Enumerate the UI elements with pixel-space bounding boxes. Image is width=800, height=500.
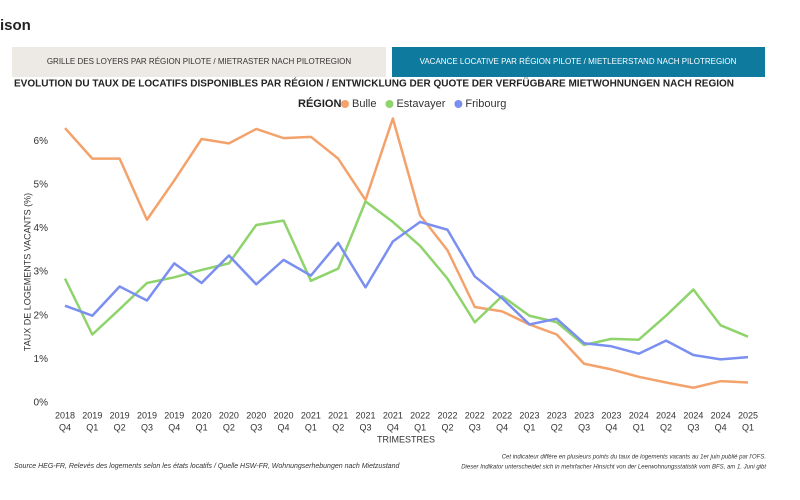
x-tick-label: Q4 [387,422,399,432]
x-tick-label: Q1 [633,422,645,432]
x-tick-label: Q2 [441,422,453,432]
page-title: ison [0,17,31,34]
x-tick-label: 2021 [383,410,403,420]
x-tick-label: Q1 [305,422,317,432]
y-tick-label: 4% [34,223,49,234]
tab-label[interactable]: VACANCE LOCATIVE PAR RÉGION PILOTE / MIE… [420,57,737,66]
x-tick-label: 2023 [574,410,594,420]
series-line [64,220,749,361]
y-tick-label: 6% [34,136,49,147]
legend-marker [341,100,349,108]
legend-title: RÉGION [298,97,341,110]
x-tick-label: 2023 [547,410,567,420]
legend-label: Fribourg [465,98,506,110]
y-axis-label: TAUX DE LOGEMENTS VACANTS (%) [22,193,32,351]
x-tick-label: Q3 [469,422,481,432]
y-tick-label: 1% [34,354,49,365]
x-tick-label: Q2 [660,422,672,432]
x-tick-label: Q4 [605,422,617,432]
y-tick-label: 0% [34,398,49,409]
series-line [64,117,749,389]
x-tick-label: 2021 [356,410,376,420]
x-tick-label: Q3 [687,422,699,432]
x-tick-label: 2022 [410,410,430,420]
y-tick-label: 2% [34,310,49,321]
x-tick-label: Q3 [360,422,372,432]
y-tick-label: 5% [34,179,49,190]
x-tick-label: 2022 [465,410,485,420]
x-tick-label: Q1 [196,422,208,432]
x-tick-label: 2019 [110,410,130,420]
x-tick-label: Q4 [59,422,71,432]
x-tick-label: 2024 [711,410,731,420]
x-tick-label: Q2 [332,422,344,432]
x-tick-label: 2020 [219,410,239,420]
x-tick-label: 2025 [738,410,758,420]
x-tick-label: Q2 [114,422,126,432]
x-tick-label: 2024 [629,410,649,420]
x-tick-label: 2024 [656,410,676,420]
x-tick-label: 2019 [164,410,184,420]
x-tick-label: Q4 [278,422,290,432]
x-tick-label: Q4 [715,422,727,432]
x-tick-label: 2018 [55,410,75,420]
x-tick-label: 2020 [192,410,212,420]
chart-title: EVOLUTION DU TAUX DE LOCATIFS DISPONIBLE… [14,77,734,90]
y-tick-label: 3% [34,267,49,278]
x-tick-label: 2020 [246,410,266,420]
x-tick-label: Q1 [742,422,754,432]
x-tick-label: 2021 [301,410,321,420]
legend-marker [454,100,463,108]
x-tick-label: Q1 [86,422,98,432]
x-tick-label: Q1 [414,422,426,432]
x-tick-label: Q2 [223,422,235,432]
x-tick-label: Q2 [551,422,563,432]
x-tick-label: 2022 [437,410,457,420]
x-tick-label: Q1 [523,422,535,432]
x-tick-label: Q3 [141,422,153,432]
x-tick-label: 2024 [683,410,703,420]
x-tick-label: 2019 [82,410,102,420]
legend-label: Estavayer [396,98,445,110]
x-tick-label: 2022 [492,410,512,420]
note: Dieser Indikator unterscheidet sich in m… [461,465,766,471]
x-tick-label: Q4 [496,422,508,432]
x-axis-label: TRIMESTRES [377,434,435,444]
source: Source HEG-FR, Relevés des logements sel… [14,463,401,470]
x-tick-label: 2019 [137,410,157,420]
legend-marker [385,100,394,108]
legend-label: Bulle [352,98,376,110]
x-tick-label: 2023 [519,410,539,420]
x-tick-label: 2023 [601,410,621,420]
x-tick-label: Q4 [168,422,180,432]
x-tick-label: Q3 [250,422,262,432]
tab[interactable] [12,47,386,77]
tab-label[interactable]: GRILLE DES LOYERS PAR RÉGION PILOTE / MI… [47,57,352,66]
series-line [63,200,749,347]
x-tick-label: 2021 [328,410,348,420]
tab-active[interactable] [392,47,765,77]
x-tick-label: 2020 [274,410,294,420]
x-tick-label: Q3 [578,422,590,432]
note: Cet indicateur diffère en plusieurs poin… [502,455,766,461]
